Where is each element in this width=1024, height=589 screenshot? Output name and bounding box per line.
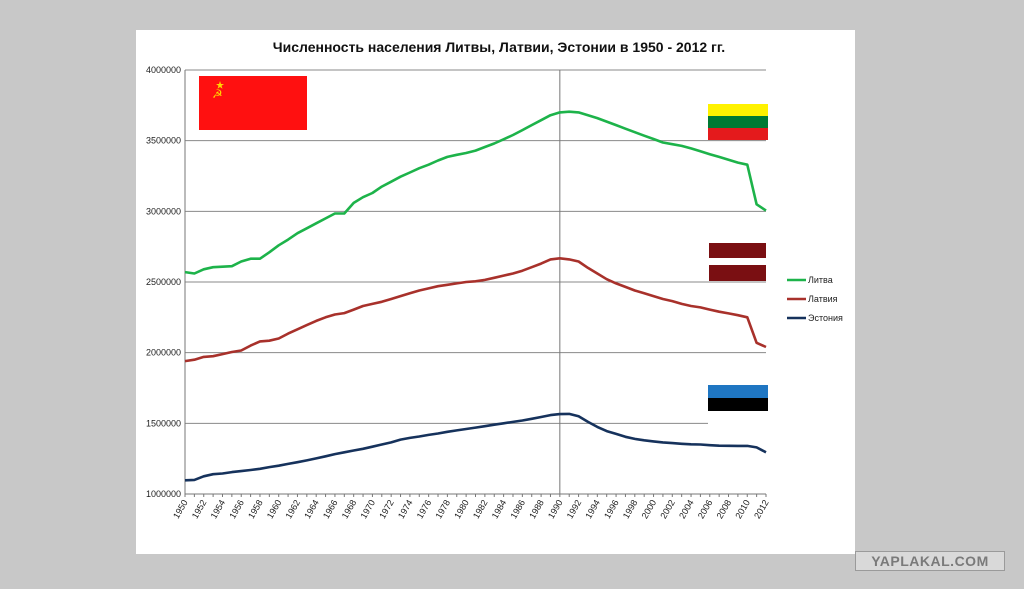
x-tick-label: 1952 bbox=[190, 498, 209, 520]
y-tick-label: 3500000 bbox=[146, 136, 181, 146]
y-axis: 1000000 1500000 2000000 2500000 3000000 35000… bbox=[146, 65, 181, 499]
flags: ☭ bbox=[199, 76, 768, 424]
latvia-flag-icon bbox=[709, 243, 766, 281]
x-tick-label: 2002 bbox=[658, 498, 677, 520]
x-tick-label: 1994 bbox=[583, 498, 602, 520]
x-tick-label: 2008 bbox=[715, 498, 734, 520]
legend-label: Литва bbox=[808, 275, 833, 285]
y-tick-label: 1000000 bbox=[146, 489, 181, 499]
watermark: YAPLAKAL.COM bbox=[855, 551, 1005, 571]
legend: Литва Латвия Эстония bbox=[787, 275, 843, 323]
lithuania-flag-icon bbox=[708, 104, 768, 140]
x-tick-label: 1956 bbox=[227, 498, 246, 520]
chart-title: Численность населения Литвы, Латвии, Эст… bbox=[273, 39, 725, 55]
x-tick-label: 1996 bbox=[602, 498, 621, 520]
x-tick-label: 1974 bbox=[396, 498, 415, 520]
series-lines bbox=[184, 110, 767, 482]
x-tick-label: 1978 bbox=[433, 498, 452, 520]
x-tick-label: 1990 bbox=[546, 498, 565, 520]
x-tick-label: 1982 bbox=[471, 498, 490, 520]
x-tick-label: 2004 bbox=[677, 498, 696, 520]
x-tick-label: 1972 bbox=[377, 498, 396, 520]
legend-label: Латвия bbox=[808, 294, 838, 304]
legend-label: Эстония bbox=[808, 313, 843, 323]
x-tick-label: 2012 bbox=[752, 498, 771, 520]
svg-text:☭: ☭ bbox=[212, 87, 223, 101]
population-chart: Численность населения Литвы, Латвии, Эст… bbox=[146, 39, 843, 520]
series-line-2 bbox=[184, 257, 767, 363]
x-tick-label: 1960 bbox=[265, 498, 284, 520]
series-line-1 bbox=[184, 110, 767, 275]
x-tick-label: 1986 bbox=[508, 498, 527, 520]
x-tick-label: 1998 bbox=[621, 498, 640, 520]
y-tick-label: 1500000 bbox=[146, 418, 181, 428]
x-tick-label: 1954 bbox=[209, 498, 228, 520]
estonia-flag-icon bbox=[708, 385, 768, 424]
chart-card: Численность населения Литвы, Латвии, Эст… bbox=[136, 30, 855, 554]
x-tick-label: 1968 bbox=[340, 498, 359, 520]
x-tick-label: 1966 bbox=[321, 498, 340, 520]
x-tick-label: 1988 bbox=[527, 498, 546, 520]
x-tick-label: 1962 bbox=[284, 498, 303, 520]
x-tick-label: 1976 bbox=[415, 498, 434, 520]
x-axis: 1950 1952 1954 1956 1958 1960 1962 1964 1966 1968… bbox=[171, 494, 771, 520]
y-tick-label: 2500000 bbox=[146, 277, 181, 287]
x-tick-label: 2006 bbox=[696, 498, 715, 520]
gridlines bbox=[184, 69, 766, 495]
y-tick-label: 2000000 bbox=[146, 348, 181, 358]
y-tick-label: 3000000 bbox=[146, 206, 181, 216]
ussr-flag-icon: ☭ bbox=[199, 76, 307, 130]
x-tick-label: 1984 bbox=[490, 498, 509, 520]
series-line-3 bbox=[184, 412, 767, 482]
x-tick-label: 1958 bbox=[246, 498, 265, 520]
y-tick-label: 4000000 bbox=[146, 65, 181, 75]
x-tick-label: 2000 bbox=[640, 498, 659, 520]
x-tick-label: 1980 bbox=[452, 498, 471, 520]
x-tick-label: 1992 bbox=[565, 498, 584, 520]
x-tick-label: 1970 bbox=[358, 498, 377, 520]
x-tick-label: 1950 bbox=[171, 498, 190, 520]
x-tick-label: 2010 bbox=[733, 498, 752, 520]
x-tick-label: 1964 bbox=[302, 498, 321, 520]
